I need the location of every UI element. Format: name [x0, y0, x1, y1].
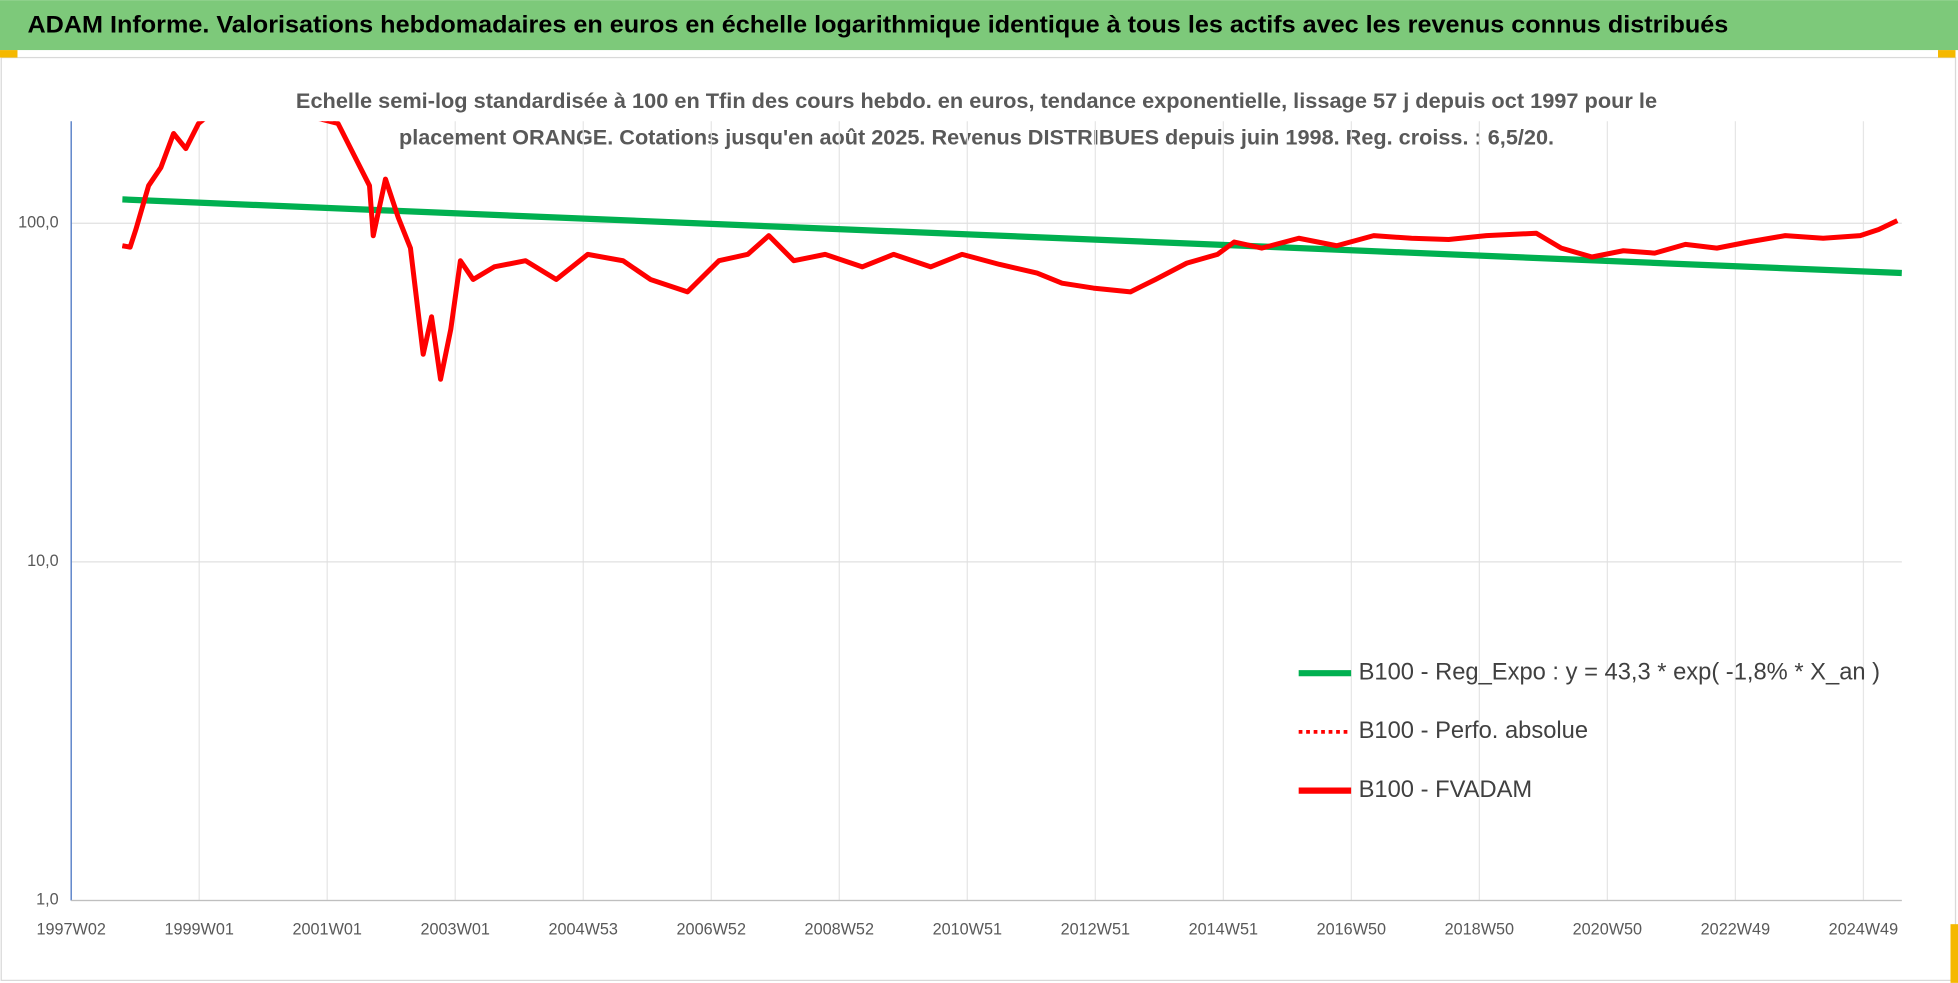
- legend-label: B100 - FVADAM: [1359, 777, 1533, 803]
- series-line: [121, 121, 1899, 382]
- legend-label: B100 - Reg_Expo : y = 43,3 * exp( -1,8% …: [1359, 659, 1880, 685]
- y-tick-label: 10,0: [27, 552, 59, 570]
- plot-area: [121, 121, 1902, 382]
- x-tick-label: 2020W50: [1573, 921, 1642, 939]
- x-tick-label: 2008W52: [805, 921, 874, 939]
- chart-title: ADAM Informe. Valorisations hebdomadaire…: [27, 13, 1728, 39]
- x-tick-label: 2012W51: [1061, 921, 1130, 939]
- x-tick-label: 2006W52: [677, 921, 746, 939]
- series-line: [122, 196, 1902, 277]
- x-tick-label: 2016W50: [1317, 921, 1386, 939]
- x-tick-label: 2004W53: [549, 921, 618, 939]
- x-tick-label: 2003W01: [421, 921, 490, 939]
- x-tick-label: 1997W02: [36, 921, 105, 939]
- chart-subtitle: placement ORANGE. Cotations jusqu'en aoû…: [399, 126, 1554, 149]
- x-tick-label: 2014W51: [1189, 921, 1258, 939]
- frame: [0, 56, 1957, 981]
- y-tick-label: 1,0: [36, 891, 59, 909]
- x-tick-label: 2010W51: [933, 921, 1002, 939]
- corner: [1938, 50, 1956, 58]
- x-tick-label: 2022W49: [1701, 921, 1770, 939]
- x-tick-label: 2001W01: [292, 921, 361, 939]
- x-tick-label: 2024W49: [1829, 921, 1898, 939]
- corner: [0, 50, 18, 58]
- corner: [1950, 924, 1958, 983]
- chart-subtitle: Echelle semi-log standardisée à 100 en T…: [296, 90, 1657, 113]
- header-band: [0, 0, 1958, 51]
- y-tick-label: 100,0: [18, 213, 59, 231]
- legend-label: B100 - Perfo. absolue: [1359, 718, 1588, 744]
- x-tick-label: 1999W01: [164, 921, 233, 939]
- x-tick-label: 2018W50: [1445, 921, 1514, 939]
